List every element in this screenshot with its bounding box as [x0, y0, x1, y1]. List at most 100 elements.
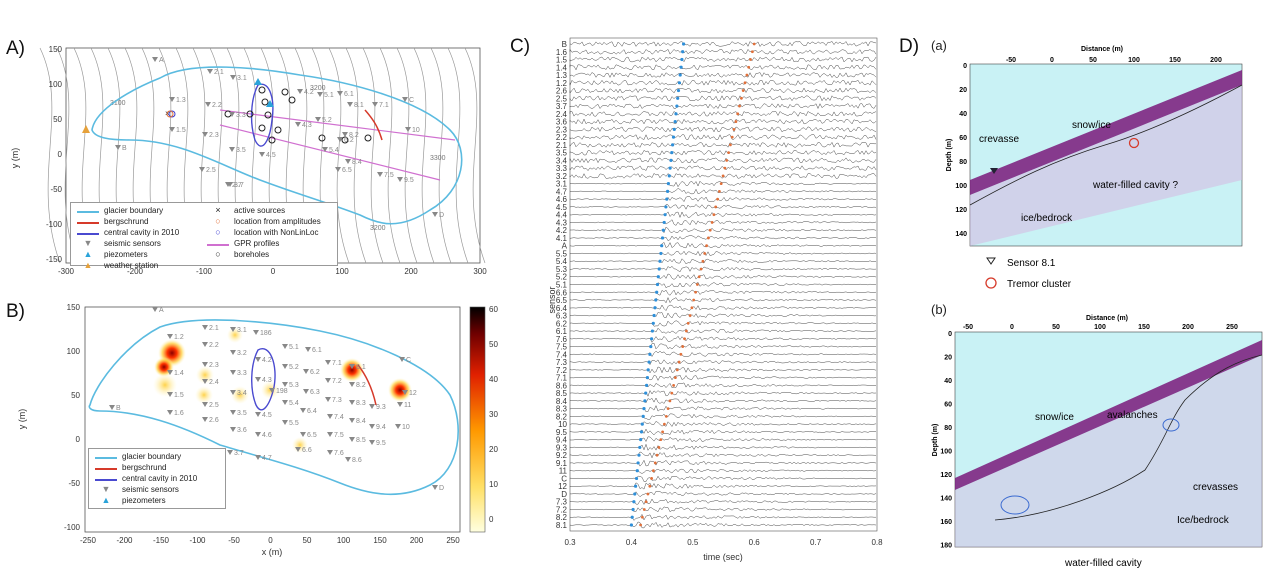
seismic-sensor-icon: [202, 342, 208, 347]
trace: [569, 126, 877, 133]
sensor-label: 3.6: [556, 118, 568, 127]
sensor-label: 4.7: [262, 455, 272, 462]
sensor-label: 1.5: [176, 127, 186, 134]
s-pick: [664, 414, 668, 418]
panel-c-xtick: 0.8: [871, 538, 883, 547]
sensor-label: 8.2: [556, 412, 568, 421]
seismic-sensor-icon: [369, 440, 375, 445]
seismic-sensor-icon: [152, 57, 158, 62]
p-pick: [646, 368, 650, 372]
trace: [569, 211, 877, 219]
trace: [569, 320, 876, 327]
contour-label: 3100: [110, 100, 126, 107]
sensor-label: 2.4: [209, 379, 219, 386]
p-pick: [675, 104, 679, 108]
sensor-label: 8.4: [352, 159, 362, 166]
s-pick: [716, 197, 719, 201]
da-xtitle: Distance (m): [1081, 46, 1123, 53]
trace: [569, 289, 877, 296]
db-ytick: 120: [940, 472, 952, 479]
sensor-label: 2.6: [209, 417, 219, 424]
sensor-label: 8.1: [556, 521, 568, 530]
p-pick: [673, 119, 677, 124]
contour-line: [328, 47, 350, 264]
sensor-label: C: [561, 474, 567, 483]
trace: [569, 265, 877, 273]
seismic-sensor-icon: [230, 427, 236, 432]
seismic-sensor-icon: [322, 147, 328, 152]
trace: [569, 491, 877, 498]
seismic-sensor-icon: [259, 152, 265, 157]
sensor-label: A: [562, 242, 568, 251]
seismic-sensor-icon: [207, 69, 213, 74]
sensor-label: 1.6: [174, 410, 184, 417]
panel-b-xtick: 200: [410, 536, 424, 545]
s-pick: [683, 337, 686, 341]
db-ytitle: Depth (m): [932, 424, 939, 457]
p-pick: [644, 391, 648, 395]
panel-a-ytick: 0: [58, 150, 63, 159]
trace: [569, 149, 877, 156]
piezometer-icon: [254, 78, 262, 85]
panel-da-tag: (a): [931, 38, 947, 53]
trace: [569, 258, 877, 265]
trace: [569, 72, 877, 78]
sensor-label: 9.2: [556, 451, 568, 460]
trace: [569, 506, 877, 513]
s-pick: [659, 438, 663, 442]
sensor-label: 2.3: [209, 362, 219, 369]
p-pick: [678, 73, 682, 77]
contour-line: [362, 47, 384, 264]
trace: [569, 342, 876, 350]
seismic-sensor-icon: [282, 420, 288, 425]
panel-b-xtick: 50: [303, 536, 312, 545]
trace: [569, 498, 877, 505]
panel-a-ytick: -150: [46, 255, 63, 264]
sensor-label: 4.2: [262, 357, 272, 364]
panel-a-ytick: -100: [46, 220, 63, 229]
panel-b-xtick: -250: [80, 536, 97, 545]
sensor-label: 4.6: [262, 432, 272, 439]
trace: [569, 335, 877, 343]
sensor-label: 4.3: [556, 218, 568, 227]
panel-b-xtick: 250: [446, 536, 460, 545]
s-pick: [719, 182, 723, 186]
trace: [569, 397, 877, 404]
sensor-label: 6.2: [556, 319, 568, 328]
s-pick: [751, 50, 754, 54]
borehole-marker: [268, 136, 276, 144]
seismic-sensor-icon: [227, 450, 233, 455]
p-pick: [652, 313, 656, 318]
p-pick: [650, 337, 654, 341]
heat-spot: [340, 358, 364, 382]
trace: [569, 366, 877, 374]
p-pick: [666, 189, 670, 194]
contour-line: [345, 47, 367, 264]
sensor-label: 7.2: [332, 378, 342, 385]
sensor-label: D: [439, 485, 444, 492]
sensor-label: 6.2: [344, 137, 354, 144]
s-pick: [675, 368, 679, 372]
sensor-label: 3.5: [556, 149, 568, 158]
p-pick: [635, 469, 639, 473]
sensor-label: 9.5: [376, 440, 386, 447]
legend-entry: glacier boundary: [93, 451, 221, 462]
da-annot-cavity: water-filled cavity ?: [1092, 180, 1178, 191]
panel-a-xtick: -300: [58, 267, 75, 276]
sensor-label: 12: [409, 390, 417, 397]
p-pick: [637, 453, 641, 457]
trace: [569, 451, 877, 459]
da-ytick: 40: [959, 111, 967, 118]
seismic-sensor-icon: [169, 97, 175, 102]
trace: [569, 219, 877, 226]
seismic-sensor-icon: [377, 172, 383, 177]
db-xtick: 250: [1226, 324, 1238, 331]
sensor-label: 3.4: [556, 156, 568, 165]
contour-line: [39, 47, 61, 264]
seismic-sensor-icon: [345, 457, 351, 462]
trace: [569, 103, 877, 110]
seismic-sensor-icon: [402, 97, 408, 102]
p-pick: [670, 151, 674, 155]
trace: [569, 204, 877, 210]
panel-a-ylabel: y (m): [10, 148, 20, 169]
